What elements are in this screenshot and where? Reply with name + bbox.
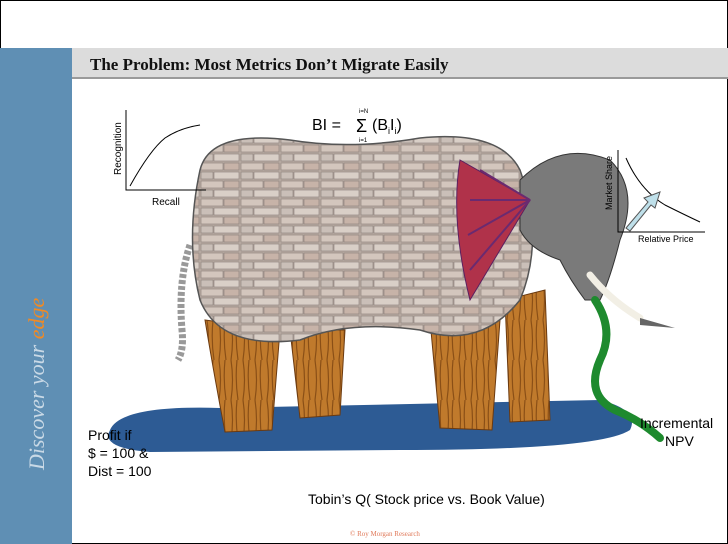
slide: Discover your edge The Problem: Most Met…	[0, 0, 728, 544]
formula-upper: i=N	[359, 109, 368, 115]
x-label: Recall	[152, 197, 180, 208]
x-label: Relative Price	[638, 234, 694, 244]
tobin-note: Tobin’s Q( Stock price vs. Book Value)	[308, 491, 545, 507]
formula: BI =	[312, 117, 341, 134]
formula-body: (BiIi)	[372, 117, 402, 136]
formula-sum: Σ	[356, 116, 367, 136]
footer: © Roy Morgan Research	[350, 530, 420, 538]
leg	[290, 330, 345, 418]
title: The Problem: Most Metrics Don’t Migrate …	[90, 55, 449, 74]
leg	[430, 320, 500, 430]
sidebar-text: Discover your edge	[24, 297, 49, 471]
y-label: Market Share	[604, 156, 614, 210]
formula-lower: i=1	[359, 138, 368, 144]
y-label: Recognition	[113, 122, 124, 175]
